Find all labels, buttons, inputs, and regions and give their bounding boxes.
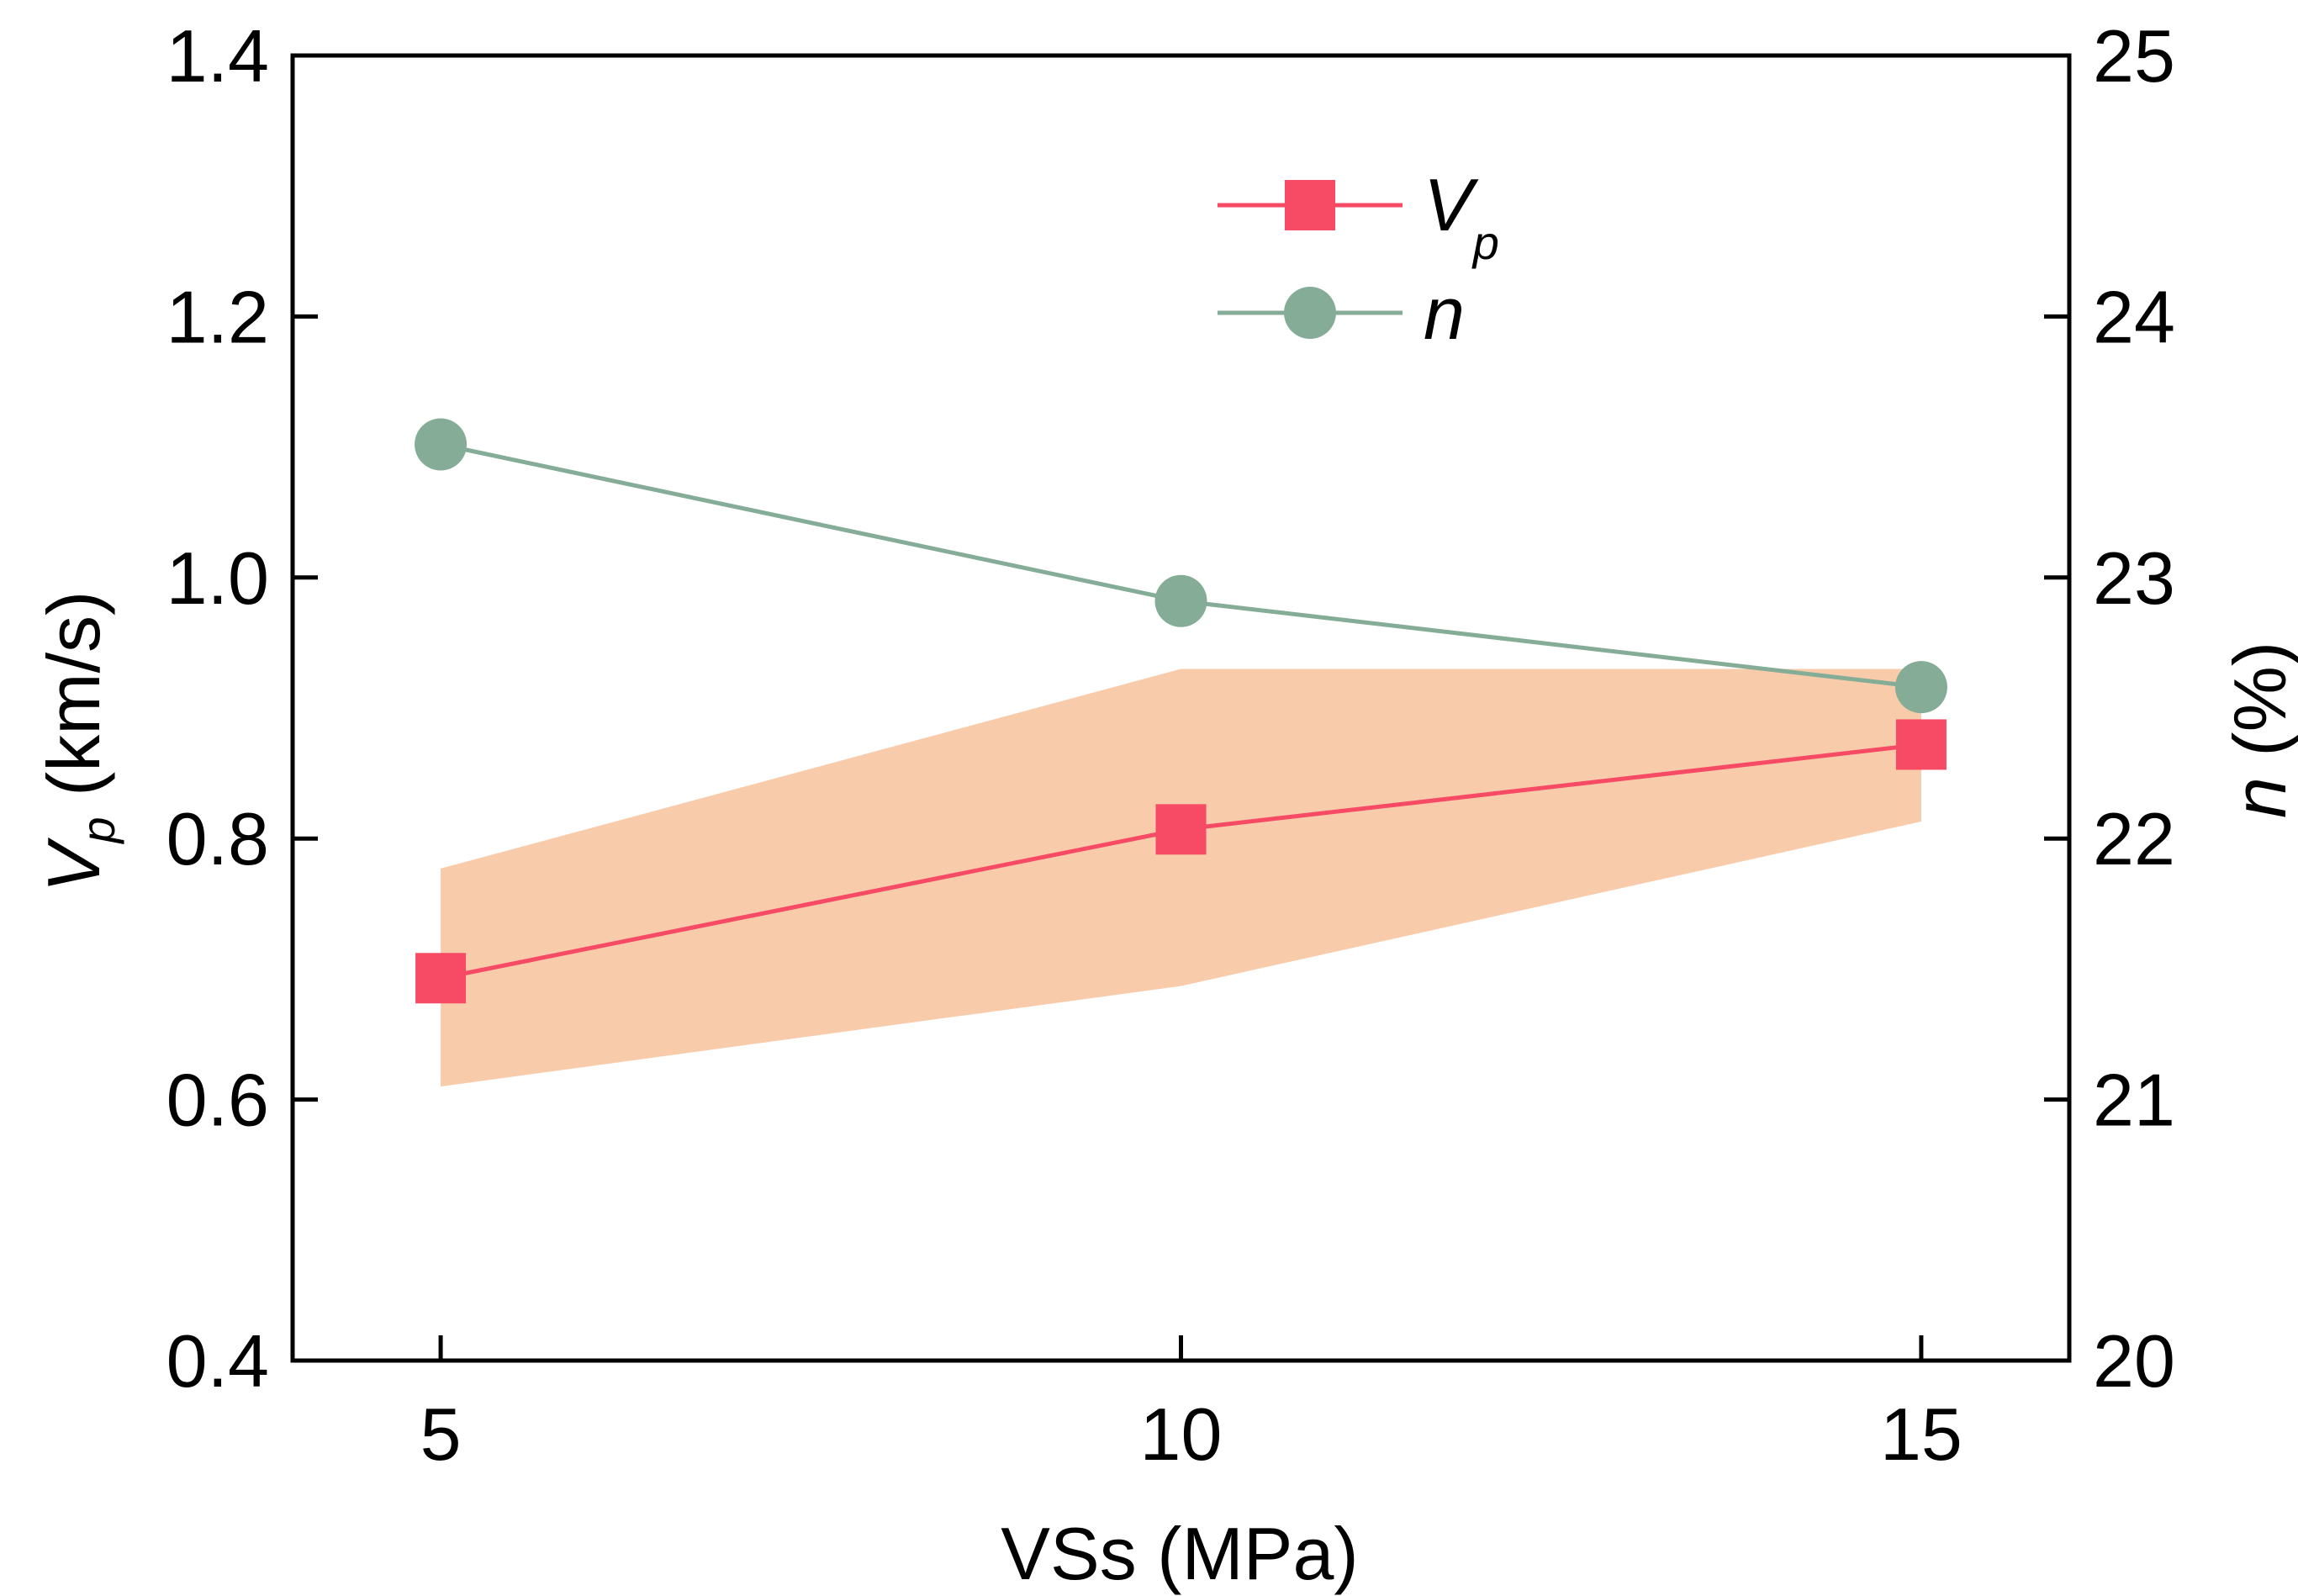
left-y-axis-title-unit: (km/s) <box>32 591 115 817</box>
x-axis-title: VSs (MPa) <box>1001 1512 1358 1595</box>
left-y-tick-label: 0.6 <box>166 1059 269 1142</box>
vp-confidence-band <box>441 669 1921 1087</box>
legend-vp-label: Vp <box>1424 163 1499 269</box>
x-axis-ticks: 5 10 15 <box>420 1335 1963 1476</box>
left-y-axis-title: Vp (km/s) <box>32 591 124 893</box>
left-y-tick-label: 1.2 <box>166 275 269 358</box>
right-y-tick-label: 23 <box>2093 536 2175 620</box>
n-data-point <box>415 418 468 471</box>
left-y-tick-label: 0.4 <box>166 1319 269 1403</box>
left-y-axis-title-var: V <box>32 837 115 892</box>
legend-item-vp: Vp <box>1218 163 1499 269</box>
legend-item-n: n <box>1218 272 1465 355</box>
right-y-axis-title-var: n <box>2218 777 2298 818</box>
x-tick-label: 10 <box>1140 1393 1223 1476</box>
left-y-axis-title-sub: p <box>71 816 124 844</box>
n-series-markers <box>415 418 1947 714</box>
vp-series-markers <box>415 719 1947 1004</box>
legend-n-marker <box>1284 287 1336 339</box>
right-y-axis-title-unit: (%) <box>2218 642 2298 777</box>
vp-data-point <box>1895 719 1947 770</box>
right-y-tick-label: 22 <box>2093 797 2175 880</box>
vp-data-point <box>415 953 467 1004</box>
n-series-line <box>440 442 1922 690</box>
legend-n-label: n <box>1424 272 1465 355</box>
right-y-axis-title: n (%) <box>2218 642 2298 818</box>
vp-data-point <box>1155 804 1207 855</box>
right-y-tick-label: 21 <box>2093 1059 2175 1142</box>
left-y-tick-label: 1.0 <box>166 536 269 620</box>
right-y-axis-ticks: 20 21 22 23 24 25 <box>2044 14 2175 1403</box>
right-y-tick-label: 24 <box>2093 275 2175 358</box>
left-y-tick-label: 1.4 <box>166 14 269 98</box>
x-tick-label: 15 <box>1880 1393 1963 1476</box>
x-tick-label: 5 <box>420 1393 462 1476</box>
right-y-tick-label: 20 <box>2093 1319 2175 1403</box>
legend-vp-marker <box>1285 180 1335 230</box>
legend: Vp n <box>1218 163 1499 355</box>
left-y-axis-ticks: 0.4 0.6 0.8 1.0 1.2 1.4 <box>166 14 318 1403</box>
n-data-point <box>1154 574 1207 627</box>
n-data-point <box>1894 661 1947 714</box>
right-y-tick-label: 25 <box>2093 14 2175 98</box>
plot-area <box>415 418 1947 1087</box>
left-y-tick-label: 0.8 <box>166 797 269 880</box>
